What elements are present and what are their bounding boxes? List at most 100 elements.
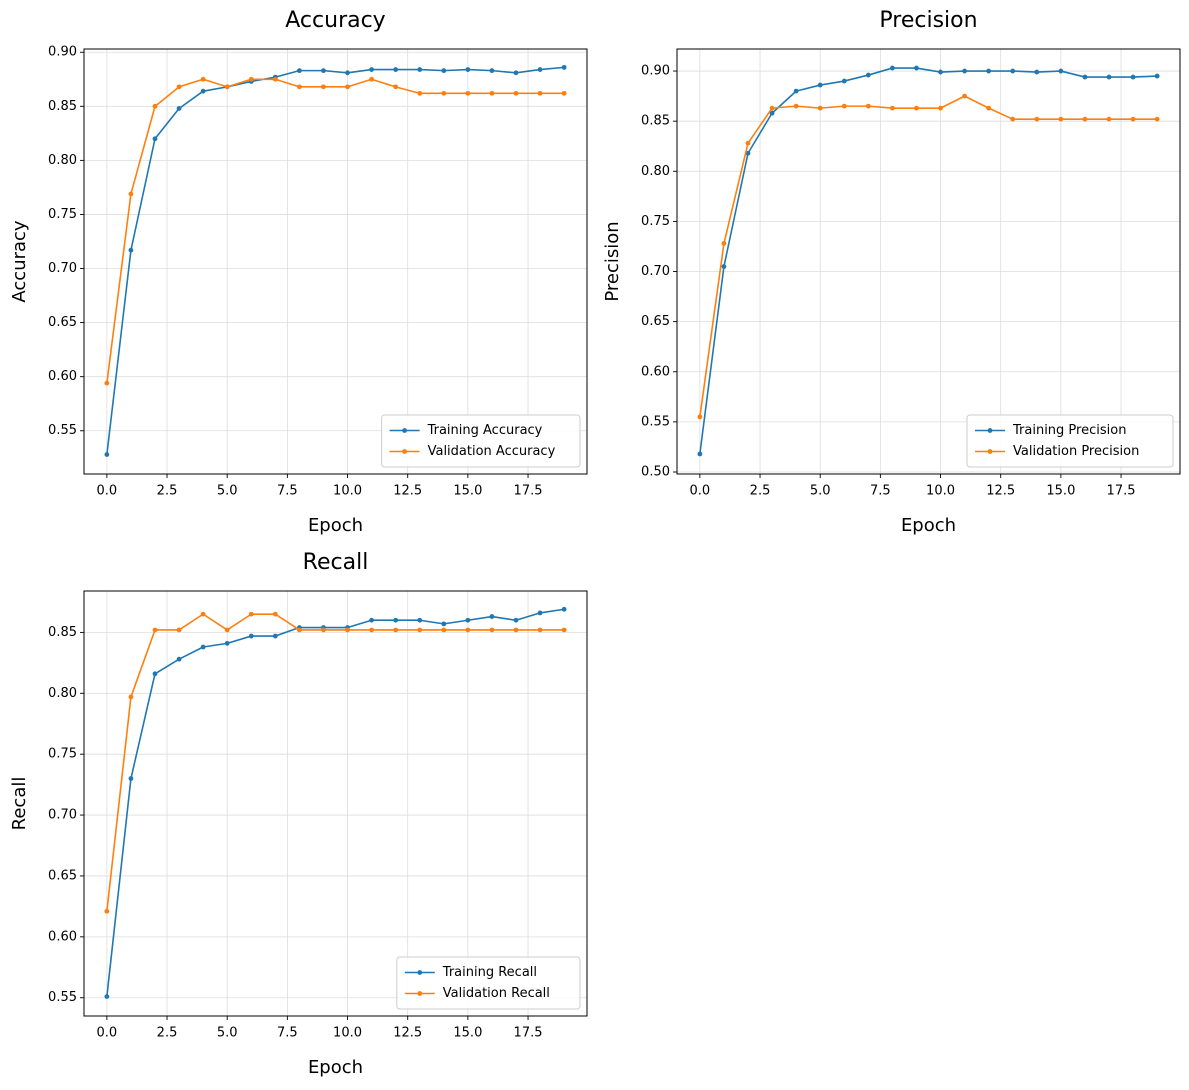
legend-label: Validation Recall xyxy=(443,986,550,1001)
data-point xyxy=(1130,116,1136,122)
data-point xyxy=(914,105,919,111)
x-tick-label: 17.5 xyxy=(1107,484,1136,499)
data-point xyxy=(176,84,182,90)
series-line xyxy=(106,608,565,997)
x-tick-label: 17.5 xyxy=(514,1026,543,1041)
data-point xyxy=(152,671,158,677)
data-point xyxy=(152,103,158,109)
x-axis-label: Epoch xyxy=(308,515,363,536)
y-tick-label: 0.80 xyxy=(48,153,77,168)
data-point xyxy=(489,68,495,74)
axes-frame xyxy=(676,48,1181,475)
data-point xyxy=(513,617,519,623)
data-point xyxy=(369,627,375,633)
data-point xyxy=(321,627,326,633)
y-tick-label: 0.65 xyxy=(641,314,670,329)
data-point xyxy=(889,65,895,71)
data-point xyxy=(441,68,447,74)
legend-marker xyxy=(417,970,423,975)
data-point xyxy=(369,67,375,72)
data-point xyxy=(369,617,375,623)
data-point xyxy=(465,617,471,623)
data-point xyxy=(128,247,134,253)
legend-label: Training Precision xyxy=(1012,423,1126,438)
data-point xyxy=(152,136,158,142)
y-tick-label: 0.75 xyxy=(48,747,77,762)
data-point xyxy=(393,617,399,623)
data-point xyxy=(561,90,567,96)
data-point xyxy=(938,105,943,111)
data-point xyxy=(441,621,447,627)
y-axis-label: Recall xyxy=(9,777,30,831)
data-point xyxy=(176,106,182,111)
series-training-accuracy xyxy=(104,64,567,457)
data-point xyxy=(1106,74,1112,80)
data-point xyxy=(537,627,543,633)
data-point xyxy=(393,627,399,633)
data-point xyxy=(345,70,350,76)
data-point xyxy=(962,93,968,99)
data-point xyxy=(962,68,968,74)
x-tick-label: 10.0 xyxy=(333,484,362,499)
x-tick-label: 15.0 xyxy=(1046,484,1075,499)
data-point xyxy=(986,68,992,74)
data-point xyxy=(914,65,919,71)
data-point xyxy=(152,627,158,633)
series-line xyxy=(106,613,565,912)
x-tick-label: 15.0 xyxy=(453,484,482,499)
data-point xyxy=(248,633,254,639)
series-line xyxy=(699,95,1158,417)
series-validation-recall xyxy=(104,611,567,914)
data-point xyxy=(841,78,847,84)
data-point xyxy=(489,614,495,619)
data-point xyxy=(200,76,206,82)
y-tick-label: 0.85 xyxy=(48,99,77,114)
data-point xyxy=(128,191,134,197)
x-tick-label: 2.5 xyxy=(157,1026,178,1041)
y-tick-label: 0.55 xyxy=(641,414,670,429)
data-point xyxy=(697,451,703,457)
chart-panel-recall: 0.0 2.5 5.0 7.5 10.0 12.5 15.0 17.5 0.55 0.60 0.65… xyxy=(9,550,588,1078)
y-tick-label: 0.75 xyxy=(48,207,77,222)
x-tick-label: 0.0 xyxy=(97,484,118,499)
data-point xyxy=(369,76,375,82)
data-point xyxy=(176,656,182,662)
x-axis-label: Epoch xyxy=(308,1057,363,1078)
data-point xyxy=(345,84,350,90)
data-point xyxy=(128,694,134,700)
x-axis-label: Epoch xyxy=(901,515,956,536)
data-point xyxy=(104,452,110,457)
data-point xyxy=(769,105,775,111)
data-point xyxy=(1154,73,1160,79)
legend-marker xyxy=(417,991,423,996)
data-point xyxy=(745,150,751,156)
data-point xyxy=(321,68,326,74)
data-point xyxy=(865,72,871,78)
series-line xyxy=(106,78,565,384)
data-point xyxy=(865,103,871,109)
data-point xyxy=(1082,74,1088,80)
y-tick-label: 0.60 xyxy=(641,364,670,379)
axes-frame xyxy=(83,590,588,1017)
x-tick-label: 0.0 xyxy=(690,484,711,499)
data-point xyxy=(513,627,519,633)
data-point xyxy=(513,90,519,96)
legend-box xyxy=(396,956,581,1010)
data-point xyxy=(104,380,110,386)
x-tick-label: 15.0 xyxy=(453,1026,482,1041)
data-point xyxy=(465,90,471,96)
series-validation-accuracy xyxy=(104,76,567,386)
data-point xyxy=(489,90,495,96)
data-point xyxy=(128,776,134,781)
x-tick-label: 12.5 xyxy=(393,484,422,499)
x-tick-label: 17.5 xyxy=(514,484,543,499)
data-point xyxy=(465,67,471,72)
y-axis-label: Precision xyxy=(602,221,623,301)
data-point xyxy=(417,90,423,96)
legend-label: Validation Precision xyxy=(1013,444,1139,459)
x-tick-label: 5.0 xyxy=(217,1026,238,1041)
legend-label: Training Recall xyxy=(442,965,537,980)
data-point xyxy=(441,627,447,633)
data-point xyxy=(561,606,567,612)
